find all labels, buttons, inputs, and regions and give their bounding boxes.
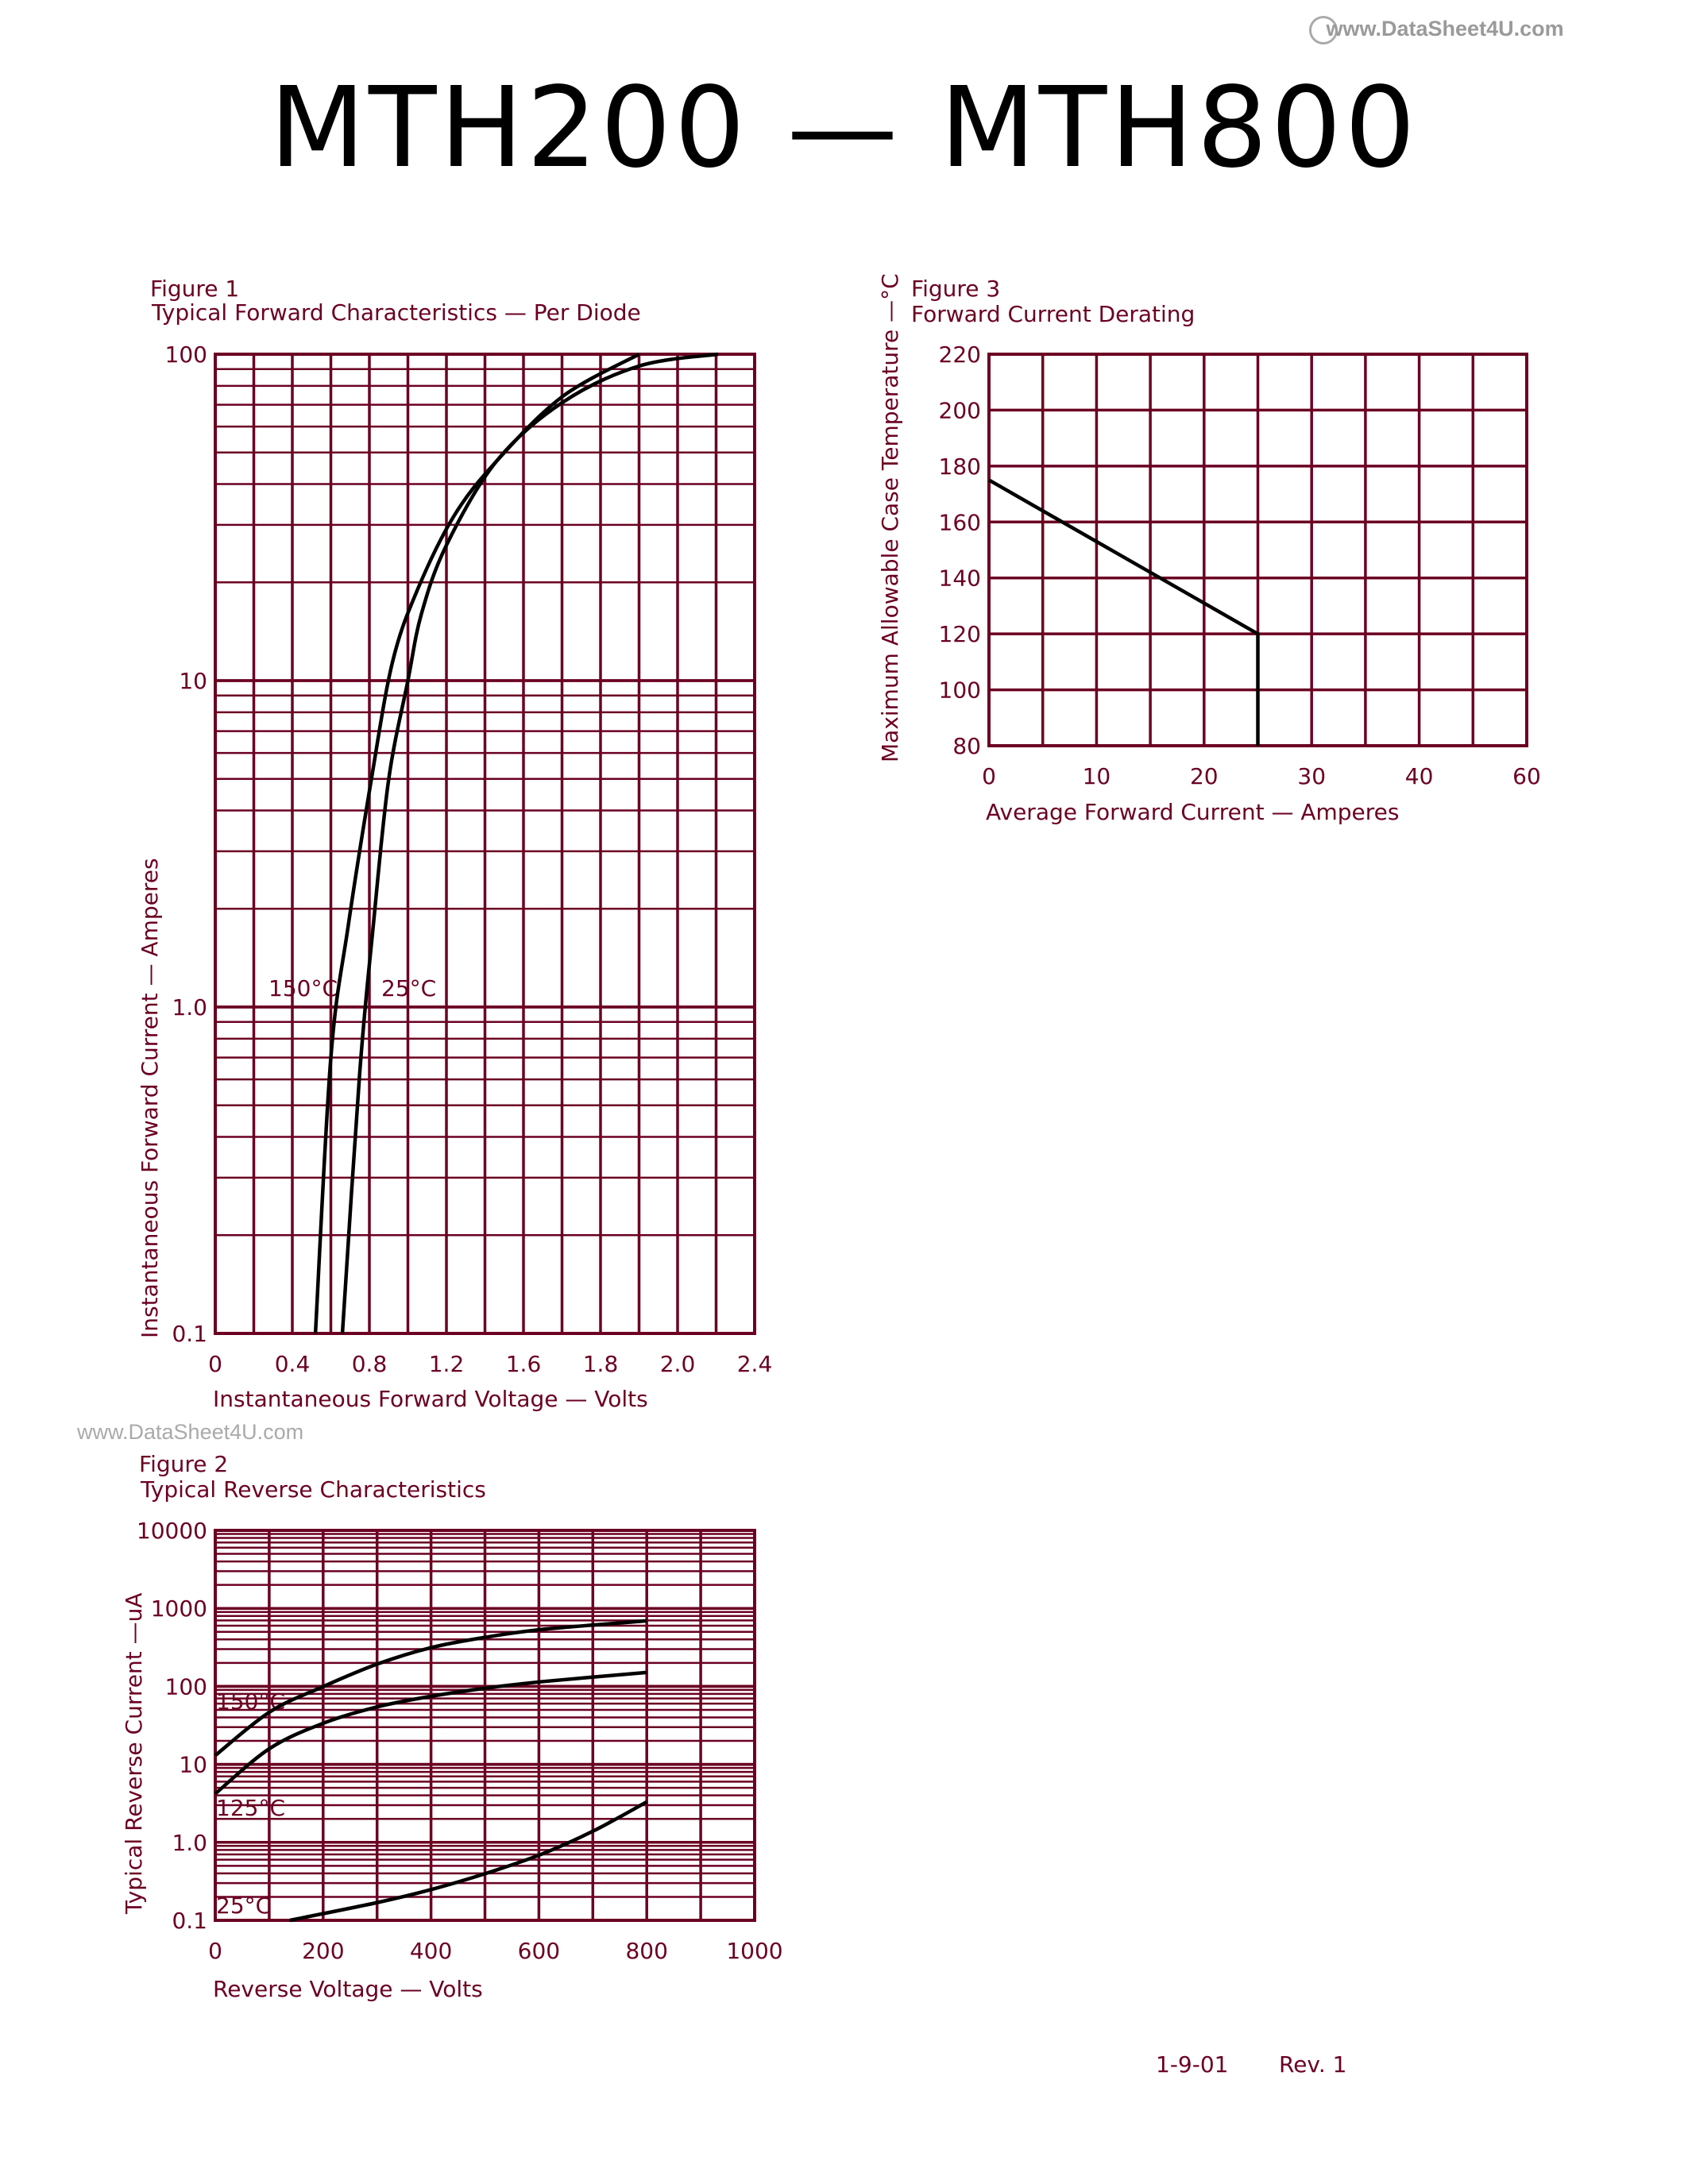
fig2-y-tick-label: 1000 xyxy=(151,1596,207,1622)
fig3-xlabel: Average Forward Current — Amperes xyxy=(986,799,1400,825)
fig1-label: Figure 1 xyxy=(150,276,240,302)
fig2-x-tick-label: 800 xyxy=(625,1938,667,1964)
fig3-y-tick-label: 200 xyxy=(939,397,981,423)
fig1-y-tick-label: 1.0 xyxy=(172,994,207,1021)
fig2-plot-frame xyxy=(214,1529,756,1922)
fig1-series-label-150: 150°C xyxy=(268,975,338,1001)
fig1-x-tick-label: 2.0 xyxy=(660,1351,696,1377)
fig3-x-tick-label: 40 xyxy=(1405,763,1434,789)
fig3-y-tick-label: 140 xyxy=(939,565,981,592)
fig2-y-tick-label: 100 xyxy=(165,1673,207,1700)
fig2-x-tick-label: 1000 xyxy=(726,1938,782,1964)
fig1-xlabel: Instantaneous Forward Voltage — Volts xyxy=(213,1386,648,1412)
fig3-title: Forward Current Derating xyxy=(911,301,1196,327)
watermark-circle-icon xyxy=(1309,16,1338,44)
fig2-label: Figure 2 xyxy=(139,1451,229,1477)
fig1-y-tick-label: 100 xyxy=(165,341,207,368)
fig3-x-tick-label: 10 xyxy=(1083,763,1111,789)
footer-date: 1-9-01 xyxy=(1156,2051,1229,2078)
watermark-text: www.DataSheet4U.com xyxy=(1326,17,1564,41)
watermark-top: www.DataSheet4U.com xyxy=(1309,16,1564,44)
fig3-y-tick-label: 120 xyxy=(939,621,981,647)
fig2-x-tick-label: 600 xyxy=(518,1938,560,1964)
fig2-y-tick-label: 0.1 xyxy=(172,1908,207,1934)
fig1-y-tick-label: 10 xyxy=(179,668,207,694)
fig2-series-1-line xyxy=(214,1670,647,1796)
fig3-x-tick-label: 0 xyxy=(982,763,996,789)
watermark-left: www.DataSheet4U.com xyxy=(77,1420,304,1444)
fig3-x-tick-label: 30 xyxy=(1297,763,1326,789)
fig1-title: Typical Forward Characteristics — Per Di… xyxy=(152,299,641,326)
fig3-label: Figure 3 xyxy=(911,276,1001,302)
fig1-x-tick-label: 2.4 xyxy=(737,1351,773,1377)
fig2-series-0-line xyxy=(214,1619,647,1758)
fig1-x-tick-label: 1.6 xyxy=(506,1351,542,1377)
fig1-plot-frame xyxy=(214,353,756,1335)
fig1-series-0-line xyxy=(313,353,640,1334)
page-title: MTH200 — MTH800 xyxy=(269,64,1419,193)
fig1-series-1-line xyxy=(340,352,719,1334)
fig3-series-0-line xyxy=(987,478,1260,746)
fig2-series-2-line xyxy=(289,1800,648,1923)
fig2-x-tick-label: 0 xyxy=(208,1938,222,1964)
fig1-x-tick-label: 0.4 xyxy=(275,1351,311,1377)
fig1-x-tick-label: 1.2 xyxy=(429,1351,465,1377)
fig3-y-tick-label: 160 xyxy=(939,509,981,535)
fig2-title: Typical Reverse Characteristics xyxy=(141,1476,486,1503)
fig1-x-tick-label: 1.8 xyxy=(583,1351,619,1377)
fig2-x-tick-label: 400 xyxy=(410,1938,452,1964)
fig2-series-label-125: 125°C xyxy=(216,1795,285,1821)
fig3-x-tick-label: 60 xyxy=(1512,763,1541,789)
fig1-y-tick-label: 0.1 xyxy=(172,1321,207,1347)
fig2-y-tick-label: 10 xyxy=(179,1752,207,1778)
fig2-y-tick-label: 10000 xyxy=(137,1518,207,1544)
fig2-x-tick-label: 200 xyxy=(302,1938,344,1964)
fig3-y-tick-label: 100 xyxy=(939,677,981,704)
fig1-x-tick-label: 0 xyxy=(208,1351,222,1377)
fig2-xlabel: Reverse Voltage — Volts xyxy=(213,1976,483,2002)
fig1-x-tick-label: 0.8 xyxy=(352,1351,388,1377)
footer-rev: Rev. 1 xyxy=(1279,2051,1347,2078)
fig3-y-tick-label: 180 xyxy=(939,453,981,480)
fig3-x-tick-label: 20 xyxy=(1190,763,1219,789)
fig3-y-tick-label: 220 xyxy=(939,341,981,368)
fig3-y-tick-label: 80 xyxy=(952,733,981,759)
fig2-y-tick-label: 1.0 xyxy=(172,1830,207,1856)
